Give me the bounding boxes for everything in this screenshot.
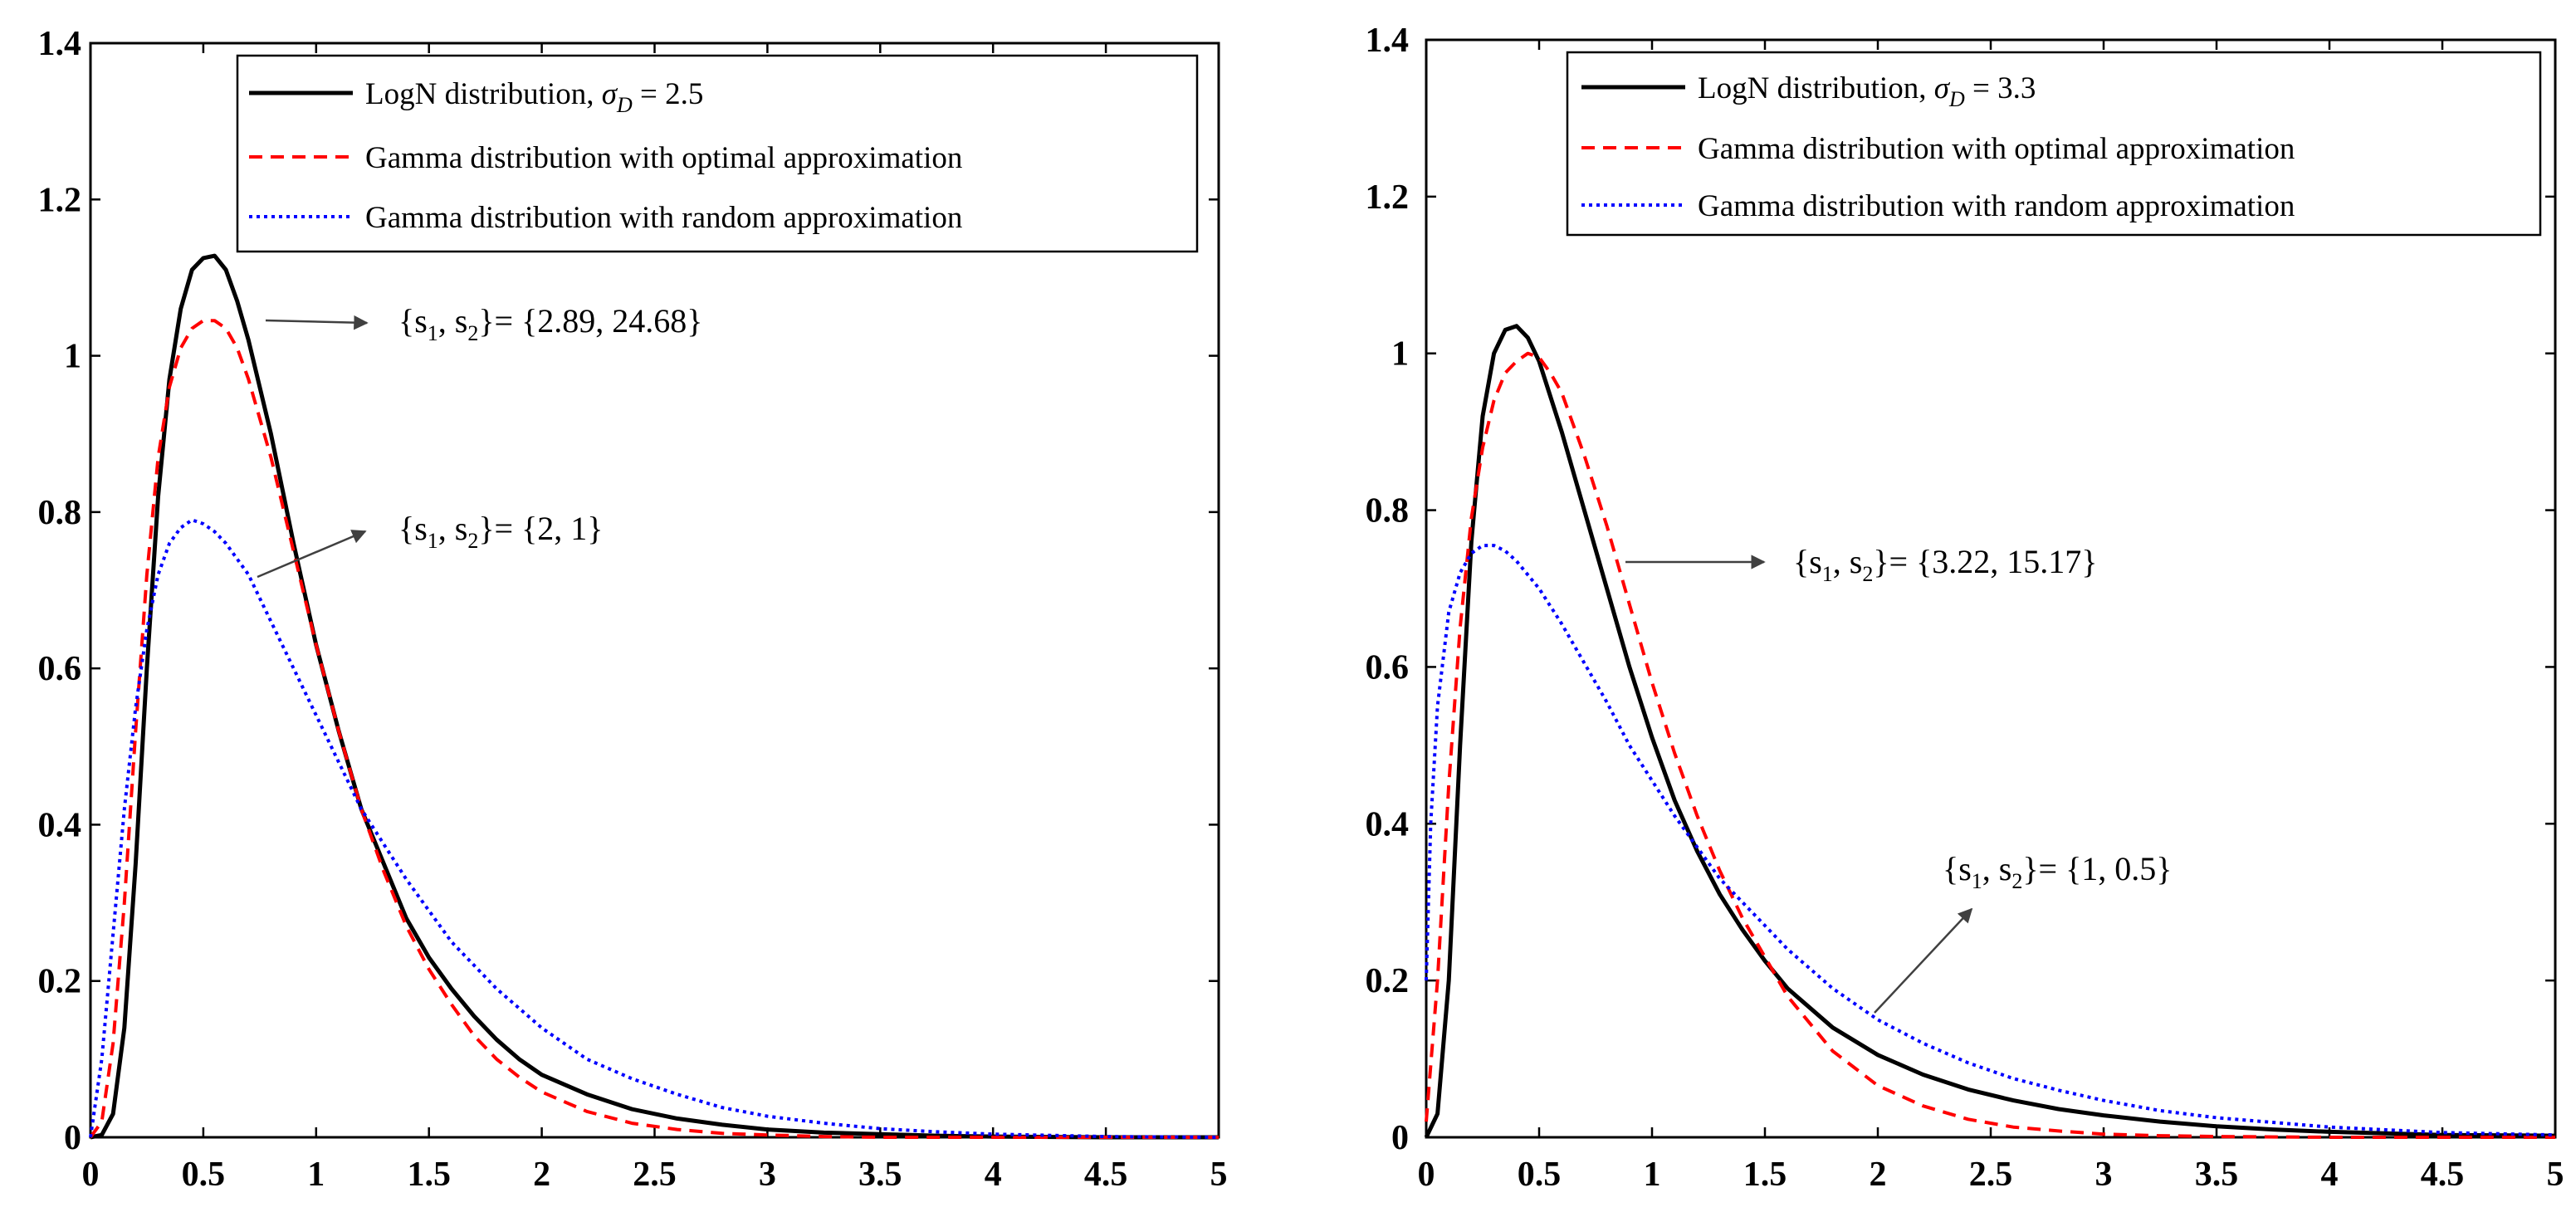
right-chart-x-tick-label: 1 bbox=[1644, 1156, 1661, 1194]
right-chart-x-tick-label: 3.5 bbox=[2195, 1156, 2239, 1194]
right-chart-series-logn bbox=[1424, 324, 2556, 1139]
left-chart-x-ticks: 0 0.5 1 1.5 2 2.5 3 3.5 4 4.5 5 bbox=[82, 43, 1228, 1194]
right-chart-series-gamma-optimal bbox=[1425, 351, 2555, 1139]
left-annotation-random: {s1, s2}= {2, 1} bbox=[398, 510, 604, 553]
right-chart-x-tick-label: 2 bbox=[1870, 1156, 1887, 1194]
left-chart-series bbox=[89, 253, 1220, 1140]
right-chart-y-tick-label: 1 bbox=[1391, 335, 1409, 374]
right-chart-series bbox=[1424, 324, 2556, 1139]
left-chart-x-tick-label: 5 bbox=[1210, 1156, 1228, 1194]
left-legend-label-random: Gamma distribution with random approxima… bbox=[365, 201, 962, 235]
right-chart-y-tick-label: 0 bbox=[1391, 1119, 1409, 1157]
left-chart-y-tick-label: 0.6 bbox=[38, 650, 82, 688]
right-chart-annotations: {s1, s2}= {3.22, 15.17} {s1, s2}= {1, 0.… bbox=[1625, 543, 2173, 1014]
left-chart-y-ticks: 0 0.2 0.4 0.6 0.8 1 1.2 1.4 bbox=[38, 25, 1219, 1157]
right-chart-y-tick-label: 0.8 bbox=[1366, 492, 1410, 530]
left-chart-x-tick-label: 1 bbox=[307, 1156, 325, 1194]
right-chart-y-tick-label: 1.4 bbox=[1366, 22, 1410, 60]
right-chart-y-tick-label: 0.6 bbox=[1366, 648, 1410, 687]
right-annotation-optimal: {s1, s2}= {3.22, 15.17} bbox=[1793, 543, 2098, 586]
left-chart-series-gamma-optimal bbox=[89, 319, 1219, 1139]
left-chart-x-tick-label: 4 bbox=[985, 1156, 1002, 1194]
left-chart-x-tick-label: 0.5 bbox=[182, 1156, 226, 1194]
left-chart-y-tick-label: 0.4 bbox=[38, 806, 82, 844]
left-chart-x-tick-label: 3 bbox=[759, 1156, 776, 1194]
right-legend-label-random: Gamma distribution with random approxima… bbox=[1698, 189, 2295, 223]
right-chart-x-tick-label: 0.5 bbox=[1518, 1156, 1562, 1194]
right-chart-x-ticks: 0 0.5 1 1.5 2 2.5 3 3.5 4 4.5 5 bbox=[1418, 40, 2564, 1194]
right-chart-series-gamma-random bbox=[1425, 544, 2556, 1137]
right-legend-label-optimal: Gamma distribution with optimal approxim… bbox=[1698, 132, 2295, 166]
right-chart-x-tick-label: 2.5 bbox=[1969, 1156, 2013, 1194]
left-chart-y-tick-label: 0 bbox=[64, 1119, 81, 1157]
left-chart-x-tick-label: 2 bbox=[533, 1156, 550, 1194]
right-chart-x-tick-label: 1.5 bbox=[1743, 1156, 1787, 1194]
left-chart-series-gamma-random bbox=[89, 518, 1220, 1139]
left-chart-y-tick-label: 1.2 bbox=[38, 181, 82, 219]
right-legend-box bbox=[1566, 51, 2542, 237]
right-chart-x-tick-label: 4.5 bbox=[2421, 1156, 2465, 1194]
left-annotation-arrow-optimal bbox=[265, 315, 369, 330]
right-chart-x-tick-label: 3 bbox=[2095, 1156, 2113, 1194]
left-annotation-arrow-random bbox=[257, 530, 367, 579]
left-chart-x-tick-label: 1.5 bbox=[407, 1156, 451, 1194]
left-chart-y-tick-label: 0.8 bbox=[38, 494, 82, 532]
right-annotation-random: {s1, s2}= {1, 0.5} bbox=[1943, 850, 2173, 893]
left-chart-y-tick-label: 0.2 bbox=[38, 963, 82, 1001]
left-annotation-optimal: {s1, s2}= {2.89, 24.68} bbox=[398, 302, 703, 345]
left-legend-box bbox=[236, 54, 1199, 253]
left-chart-x-tick-label: 0 bbox=[82, 1156, 100, 1194]
left-chart-annotations: {s1, s2}= {2.89, 24.68} {s1, s2}= {2, 1} bbox=[257, 302, 703, 579]
left-legend-label-optimal: Gamma distribution with optimal approxim… bbox=[365, 141, 962, 175]
left-chart-legend: LogN distribution, σD = 2.5 Gamma distri… bbox=[236, 54, 1199, 253]
right-chart-y-tick-label: 0.2 bbox=[1366, 962, 1410, 1000]
left-chart-x-tick-label: 2.5 bbox=[633, 1156, 677, 1194]
right-chart-y-tick-label: 1.2 bbox=[1366, 178, 1410, 217]
right-legend-label-logn: LogN distribution, σD = 3.3 bbox=[1698, 71, 2036, 111]
right-chart-x-tick-label: 0 bbox=[1418, 1156, 1435, 1194]
left-chart-x-tick-label: 4.5 bbox=[1084, 1156, 1128, 1194]
left-chart-x-tick-label: 3.5 bbox=[858, 1156, 902, 1194]
right-annotation-arrow-random bbox=[1874, 907, 1973, 1014]
left-chart: 0 0.2 0.4 0.6 0.8 1 1.2 1.4 0 0.5 1 1.5 2 2.5 3 3.5 4 4.… bbox=[38, 25, 1228, 1194]
left-chart-y-tick-label: 1 bbox=[64, 338, 81, 376]
left-chart-y-tick-label: 1.4 bbox=[38, 25, 82, 63]
right-chart-y-ticks: 0 0.2 0.4 0.6 0.8 1 1.2 1.4 bbox=[1366, 22, 2555, 1157]
right-chart-x-tick-label: 5 bbox=[2547, 1156, 2564, 1194]
right-chart-y-tick-label: 0.4 bbox=[1366, 805, 1410, 843]
right-chart: 0 0.2 0.4 0.6 0.8 1 1.2 1.4 0 0.5 1 1.5 2 2.5 3 3.5 4 4.… bbox=[1366, 22, 2564, 1194]
left-legend-label-logn: LogN distribution, σD = 2.5 bbox=[365, 77, 703, 117]
right-chart-legend: LogN distribution, σD = 3.3 Gamma distri… bbox=[1566, 51, 2542, 237]
right-chart-x-tick-label: 4 bbox=[2321, 1156, 2339, 1194]
